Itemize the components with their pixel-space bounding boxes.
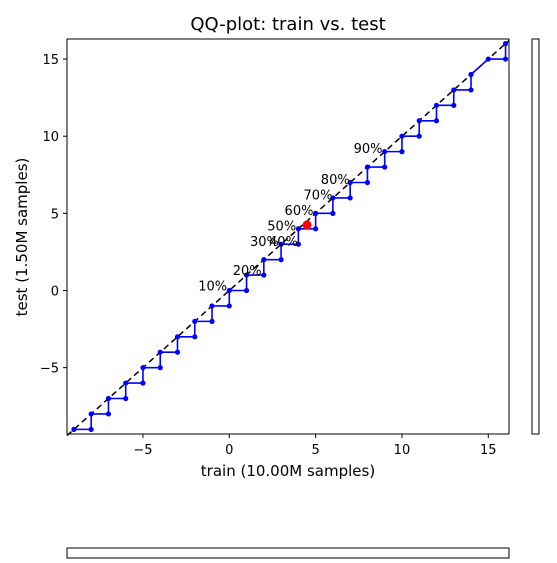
- data-point: [88, 411, 94, 417]
- data-point: [157, 365, 163, 371]
- data-point: [192, 334, 198, 340]
- data-point: [382, 149, 388, 155]
- data-point: [140, 365, 146, 371]
- data-point: [468, 87, 474, 93]
- data-point: [451, 102, 457, 108]
- data-point: [364, 164, 371, 170]
- data-point: [174, 349, 181, 355]
- x-tick-label: 0: [225, 443, 233, 458]
- data-point: [468, 71, 474, 78]
- data-point: [105, 395, 112, 402]
- y-tick-label: 10: [42, 130, 59, 145]
- y-tick-label: −5: [40, 362, 59, 377]
- data-point: [278, 257, 284, 263]
- x-tick-label: 15: [480, 443, 497, 458]
- data-point: [209, 303, 215, 309]
- data-point: [485, 56, 491, 62]
- y-tick-label: 15: [42, 53, 59, 68]
- data-point: [261, 257, 267, 263]
- data-point: [123, 380, 129, 386]
- data-point: [261, 272, 267, 278]
- chart-title: QQ-plot: train vs. test: [190, 14, 385, 35]
- data-point: [243, 287, 250, 294]
- data-point: [451, 87, 457, 93]
- data-point: [416, 133, 422, 139]
- data-point: [123, 395, 129, 402]
- series-line: [73, 43, 507, 431]
- right-side-bar: [531, 38, 540, 435]
- data-point: [502, 41, 509, 47]
- percentile-annotation: 60%: [285, 204, 314, 219]
- data-point: [330, 210, 336, 216]
- data-point: [433, 102, 440, 108]
- percentile-annotation: 70%: [304, 188, 333, 203]
- data-point: [243, 272, 250, 278]
- percentile-annotation: 10%: [198, 280, 227, 295]
- data-point: [209, 318, 215, 324]
- data-point: [347, 179, 353, 186]
- percentile-annotation: 40%: [269, 235, 298, 250]
- data-point: [295, 226, 301, 232]
- data-point: [105, 411, 112, 417]
- data-point: [313, 210, 319, 216]
- data-point: [192, 318, 198, 324]
- percentile-annotation: 20%: [233, 264, 262, 279]
- median-highlight-point: [302, 220, 312, 230]
- y-tick-label: 0: [51, 285, 59, 300]
- y-tick-label: 5: [51, 207, 59, 222]
- data-point: [399, 149, 405, 155]
- data-point: [71, 426, 77, 432]
- percentile-annotation: 90%: [354, 142, 383, 157]
- percentile-annotation: 30%: [250, 235, 279, 250]
- data-point: [416, 118, 422, 124]
- data-point: [502, 56, 509, 62]
- data-point: [330, 195, 336, 201]
- data-point: [313, 226, 319, 232]
- data-point: [88, 426, 94, 432]
- bottom-bar: [66, 547, 510, 559]
- data-point: [140, 380, 146, 386]
- y-axis: −5 0 5 10 15: [40, 53, 67, 377]
- data-point: [157, 349, 163, 355]
- data-point: [226, 287, 232, 294]
- x-axis: −5 0 5 10 15: [133, 434, 497, 458]
- x-axis-label: train (10.00M samples): [201, 462, 375, 480]
- data-point: [364, 179, 371, 186]
- percentile-annotation: 50%: [267, 219, 296, 234]
- data-point: [399, 133, 405, 139]
- data-point: [226, 303, 232, 309]
- data-point: [382, 164, 388, 170]
- x-tick-label: 5: [311, 443, 319, 458]
- y-axis-label: test (1.50M samples): [13, 158, 31, 317]
- data-point: [433, 118, 440, 124]
- x-tick-label: 10: [394, 443, 411, 458]
- percentile-annotation: 80%: [321, 173, 350, 188]
- data-point: [295, 241, 301, 247]
- data-point: [347, 195, 353, 201]
- series-layer: [71, 41, 509, 432]
- x-tick-label: −5: [133, 443, 152, 458]
- data-point: [278, 241, 284, 247]
- data-point: [174, 334, 181, 340]
- annotation-layer: 10% 20% 30%40%50%60%70%80% 90%: [198, 142, 382, 294]
